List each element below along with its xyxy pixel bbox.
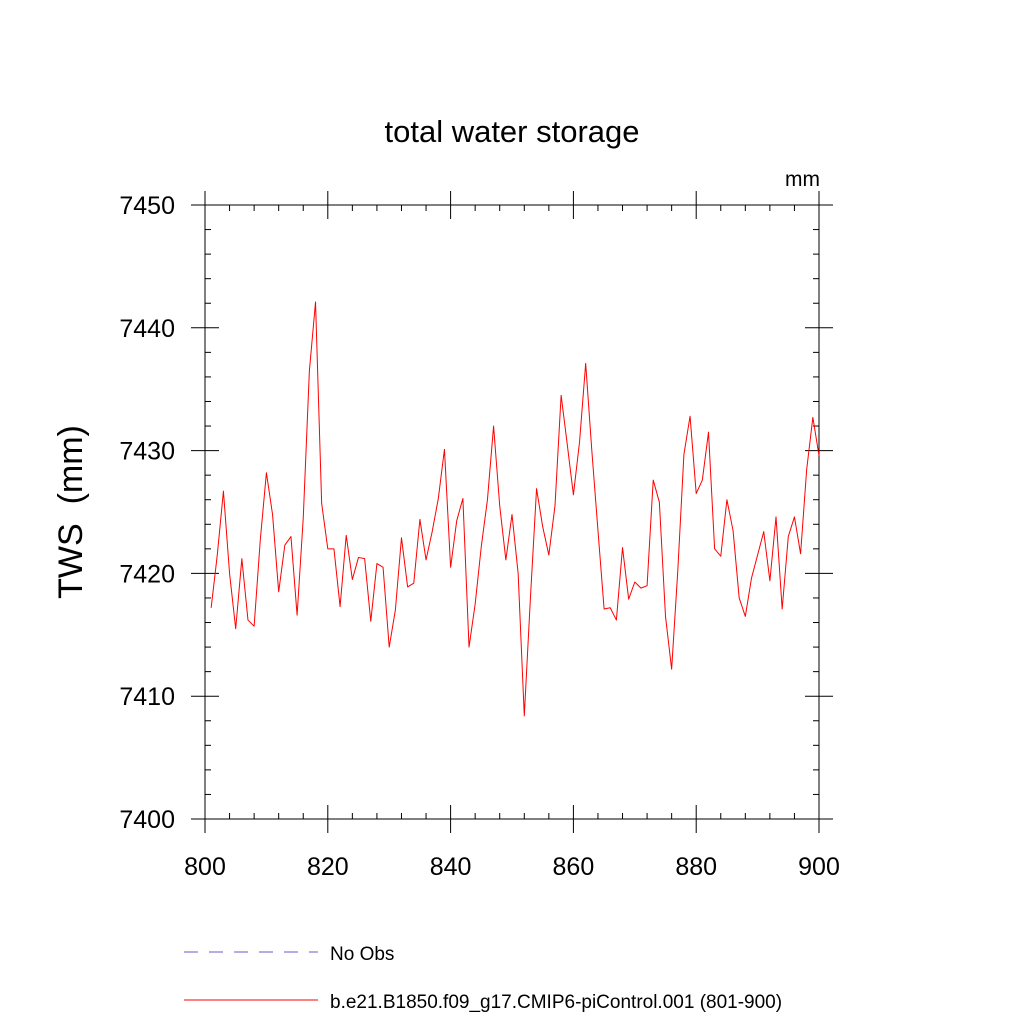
legend-label-no-obs: No Obs xyxy=(330,944,394,965)
x-tick-label: 900 xyxy=(798,853,840,881)
y-axis-ticks xyxy=(191,204,833,820)
y-axis-tick-labels: 7400 7410 7420 7430 7440 7450 xyxy=(119,192,175,834)
x-tick-label: 820 xyxy=(307,853,349,881)
x-axis-tick-labels: 800 820 840 860 880 900 xyxy=(184,853,840,881)
y-tick-label: 7400 xyxy=(119,806,175,834)
plot-border xyxy=(204,204,820,820)
units-label: mm xyxy=(785,168,820,191)
y-tick-label: 7420 xyxy=(119,560,175,588)
series-line xyxy=(210,301,820,717)
plot-frame xyxy=(204,204,820,820)
x-axis-ticks xyxy=(204,191,820,833)
legend-label-model: b.e21.B1850.f09_g17.CMIP6-piControl.001 … xyxy=(330,992,782,1013)
y-tick-label: 7430 xyxy=(119,438,175,466)
chart-title: total water storage xyxy=(384,114,639,149)
y-tick-label: 7440 xyxy=(119,315,175,343)
x-tick-label: 880 xyxy=(675,853,717,881)
y-tick-label: 7410 xyxy=(119,683,175,711)
x-tick-label: 800 xyxy=(184,853,226,881)
legend-entry-model: b.e21.B1850.f09_g17.CMIP6-piControl.001 … xyxy=(184,992,782,1013)
x-tick-label: 840 xyxy=(430,853,472,881)
legend-entry-no-obs: No Obs xyxy=(184,944,394,965)
series-layer xyxy=(210,301,820,717)
x-tick-label: 860 xyxy=(553,853,595,881)
y-axis-label: TWS (mm) xyxy=(52,425,90,599)
y-tick-label: 7450 xyxy=(119,192,175,220)
legend: No Obs b.e21.B1850.f09_g17.CMIP6-piContr… xyxy=(184,944,782,1013)
